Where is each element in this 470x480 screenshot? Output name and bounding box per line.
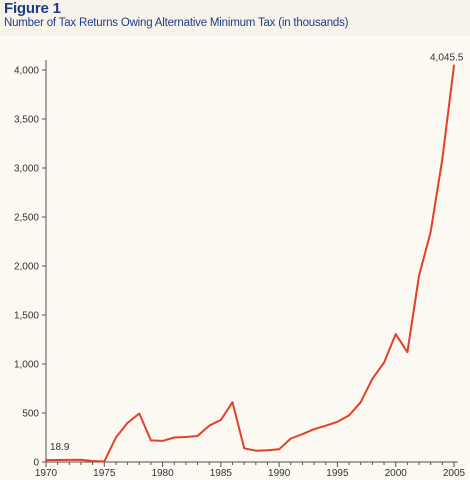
y-tick-label: 2,000 [14, 262, 39, 273]
y-tick-label: 4,000 [14, 66, 39, 77]
x-tick-label: 1990 [268, 468, 291, 479]
x-tick-label: 1970 [35, 468, 58, 479]
data-annotation: 18.9 [50, 442, 70, 453]
y-tick-label: 0 [33, 458, 39, 469]
y-tick-label: 2,500 [14, 213, 39, 224]
figure-subtitle: Number of Tax Returns Owing Alternative … [4, 17, 349, 29]
y-tick-label: 1,000 [14, 360, 39, 371]
x-tick-label: 1985 [210, 468, 233, 479]
x-tick-label: 2005 [443, 468, 466, 479]
y-tick-label: 3,000 [14, 164, 39, 175]
series-line [45, 64, 455, 463]
x-tick-label: 1995 [326, 468, 349, 479]
x-tick-label: 1980 [151, 468, 174, 479]
figure-title: Figure 1 [4, 0, 61, 17]
y-tick-label: 3,500 [14, 115, 39, 126]
x-tick-label: 2000 [385, 468, 408, 479]
y-tick-label: 1,500 [14, 311, 39, 322]
chart-panel [0, 36, 470, 480]
y-tick-label: 500 [22, 409, 39, 420]
x-tick-label: 1975 [93, 468, 116, 479]
data-annotation: 4,045.5 [430, 53, 464, 64]
